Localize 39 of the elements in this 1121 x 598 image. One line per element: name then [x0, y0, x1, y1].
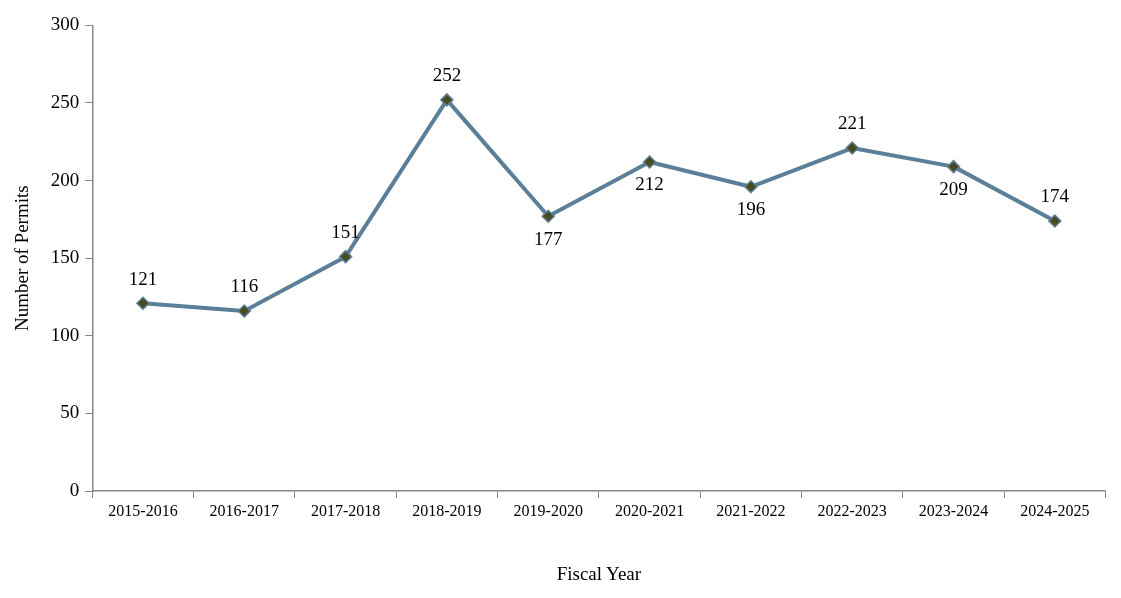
x-tick-label: 2023-2024 — [918, 501, 989, 519]
x-tick-label: 2021-2022 — [716, 501, 786, 519]
point — [744, 180, 758, 194]
data-label: 212 — [635, 173, 664, 195]
y-tick-label: 100 — [50, 323, 80, 345]
point — [136, 296, 150, 310]
data-label: 221 — [837, 112, 867, 134]
point — [338, 249, 353, 264]
data-label: 252 — [432, 64, 462, 86]
x-tick-label: 2024-2025 — [1020, 501, 1090, 519]
point — [440, 93, 454, 107]
x-tick-label: 2018-2019 — [412, 501, 482, 519]
y-tick-label: 300 — [50, 13, 80, 35]
point — [1048, 214, 1062, 228]
data-label: 174 — [1040, 185, 1070, 207]
point — [541, 209, 555, 224]
data-label: 121 — [128, 267, 158, 289]
x-tick-label: 2015-2016 — [108, 501, 178, 519]
point — [845, 141, 859, 155]
point — [946, 159, 961, 174]
data-label: 151 — [331, 221, 360, 243]
y-tick-label: 50 — [60, 401, 80, 423]
x-tick-label: 2020-2021 — [614, 501, 685, 519]
x-tick-label: 2022-2023 — [817, 501, 887, 519]
y-tick-label: 250 — [50, 90, 80, 112]
data-label: 177 — [533, 227, 563, 249]
point — [642, 155, 657, 169]
x-tick-label: 2017-2018 — [310, 501, 381, 519]
data-label: 209 — [939, 178, 968, 200]
data-label: 196 — [736, 198, 766, 220]
y-tick-label: 200 — [50, 168, 80, 190]
point — [237, 304, 252, 318]
y-tick-label: 0 — [69, 478, 80, 500]
y-axis-title: Number of Permits — [11, 185, 33, 332]
data-label: 116 — [230, 275, 259, 297]
y-tick-label: 150 — [50, 246, 80, 268]
x-axis-title: Fiscal Year — [556, 562, 642, 584]
x-tick-label: 2019-2020 — [513, 501, 583, 519]
x-tick-label: 2016-2017 — [209, 501, 279, 519]
